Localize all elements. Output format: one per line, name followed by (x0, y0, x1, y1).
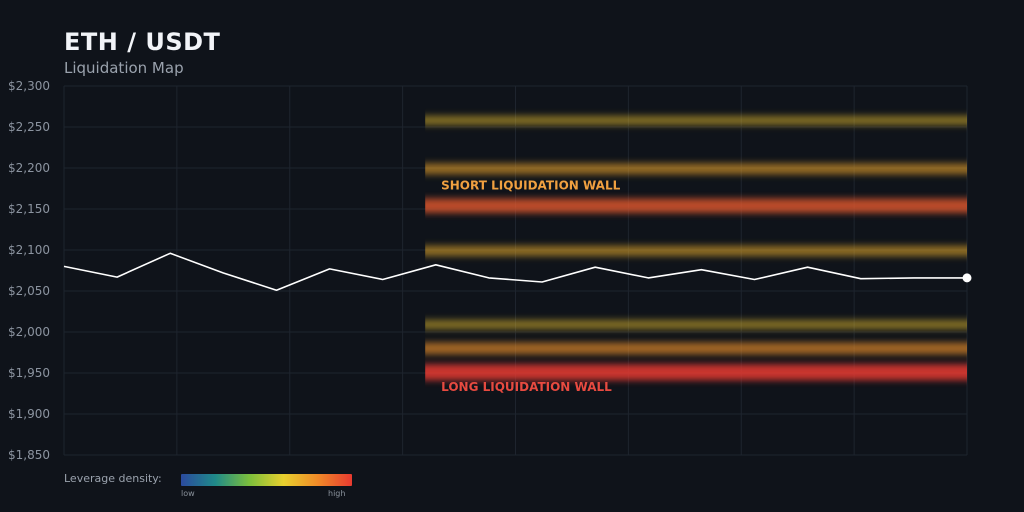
liquidation-band (425, 198, 967, 213)
legend-low-label: low (181, 489, 195, 498)
page-subtitle: Liquidation Map (64, 59, 184, 77)
y-tick-label: $1,950 (8, 366, 50, 380)
y-tick-label: $2,200 (8, 161, 50, 175)
y-tick-label: $2,250 (8, 120, 50, 134)
liquidation-band (425, 319, 967, 330)
density-gradient-bar (181, 474, 352, 486)
price-series (63, 252, 972, 292)
grid-lines (63, 85, 968, 456)
liquidation-band (425, 115, 967, 126)
current-price-marker (962, 273, 972, 283)
y-tick-label: $2,000 (8, 325, 50, 339)
liquidation-band (425, 163, 967, 175)
price-line (63, 252, 967, 292)
page-title: ETH / USDT (64, 28, 221, 56)
y-tick-label: $2,150 (8, 202, 50, 216)
liquidation-band (425, 245, 967, 257)
y-axis: $2,300 $2,250 $2,200 $2,150 $2,100 $2,050 $2,0… (8, 79, 50, 462)
legend-label: Leverage density: (64, 472, 162, 485)
y-tick-label: $1,900 (8, 407, 50, 421)
y-tick-label: $2,300 (8, 79, 50, 93)
short-liquidation-wall-label: SHORT LIQUIDATION WALL (441, 178, 620, 192)
long-liquidation-wall-label: LONG LIQUIDATION WALL (441, 380, 612, 394)
liquidation-heatmap (425, 115, 967, 381)
y-tick-label: $2,050 (8, 284, 50, 298)
liquidation-band (425, 364, 967, 381)
y-tick-label: $1,850 (8, 448, 50, 462)
y-tick-label: $2,100 (8, 243, 50, 257)
legend-high-label: high (328, 489, 346, 498)
liquidation-band (425, 342, 967, 355)
annotations: SHORT LIQUIDATION WALL LONG LIQUIDATION W… (441, 178, 620, 394)
